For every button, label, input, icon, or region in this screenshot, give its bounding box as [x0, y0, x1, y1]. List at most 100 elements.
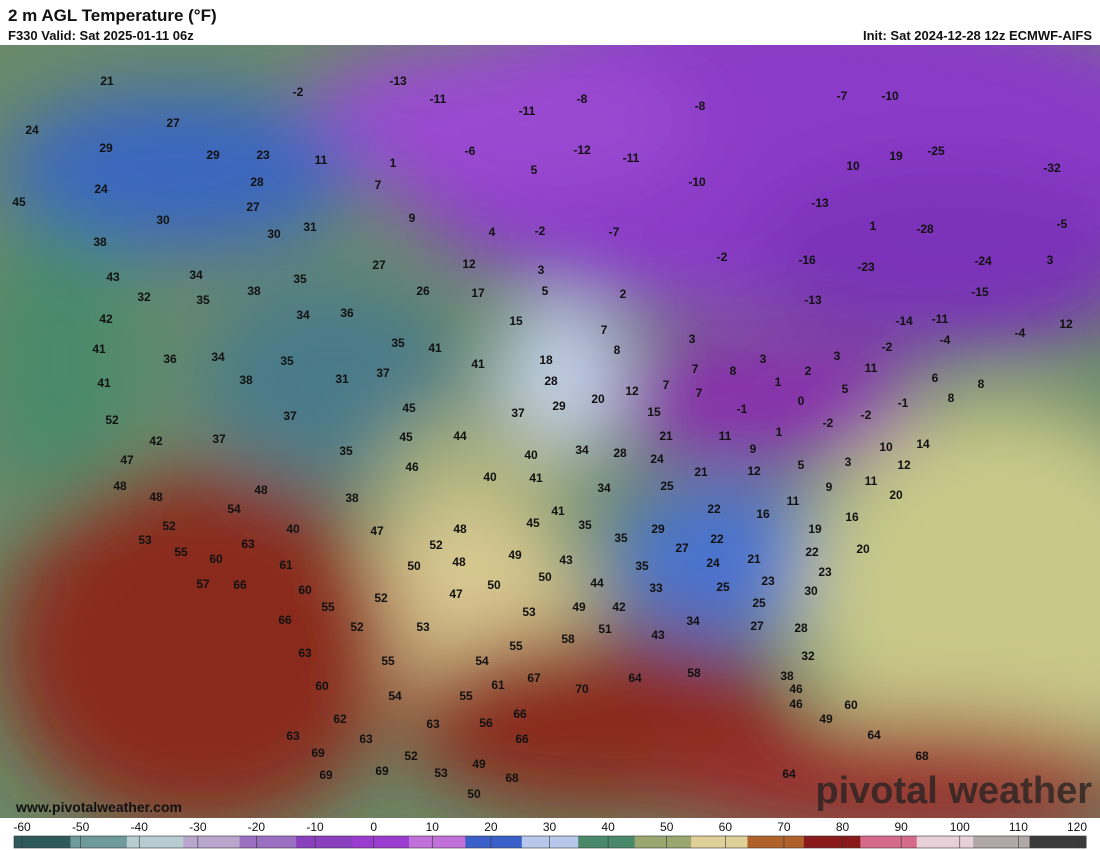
colorbar-tick-label: 10	[426, 820, 440, 834]
temperature-label: 66	[513, 707, 527, 721]
temperature-label: 52	[429, 538, 443, 552]
temperature-label: 1	[870, 219, 877, 233]
temperature-label: 69	[311, 746, 325, 760]
temperature-label: 41	[471, 357, 485, 371]
colorbar-segment	[916, 836, 974, 848]
temperature-label: 35	[578, 518, 592, 532]
temperature-label: 30	[156, 213, 170, 227]
temperature-label: 36	[163, 352, 177, 366]
temperature-label: 16	[845, 510, 859, 524]
temperature-label: 55	[509, 639, 523, 653]
temperature-label: 57	[196, 577, 210, 591]
temperature-label: 35	[280, 354, 294, 368]
temperature-label: 63	[286, 729, 300, 743]
temperature-label: 49	[508, 548, 522, 562]
temperature-label: 24	[650, 452, 664, 466]
colorbar-tick-label: 0	[370, 820, 377, 834]
colorbar-tick-label: 90	[894, 820, 908, 834]
colorbar-segment	[352, 836, 410, 848]
temperature-label: 50	[487, 578, 501, 592]
temperature-label: 66	[233, 578, 247, 592]
temperature-label: 52	[162, 519, 176, 533]
temperature-label: 46	[405, 460, 419, 474]
temperature-label: 63	[426, 717, 440, 731]
temperature-label: 50	[407, 559, 421, 573]
temperature-label: -2	[882, 340, 893, 354]
temperature-label: 49	[819, 712, 833, 726]
temperature-label: 19	[808, 522, 822, 536]
colorbar-segment	[973, 836, 1031, 848]
temperature-label: 25	[752, 596, 766, 610]
temperature-label: 45	[402, 401, 416, 415]
temperature-label: -25	[927, 144, 945, 158]
temperature-label: 38	[780, 669, 794, 683]
temperature-label: 12	[1059, 317, 1073, 331]
temperature-label: 64	[782, 767, 796, 781]
temperature-label: 9	[409, 211, 416, 225]
temperature-label: 3	[538, 263, 545, 277]
temperature-label: 38	[345, 491, 359, 505]
temperature-label: 28	[544, 374, 558, 388]
temperature-label: 40	[524, 448, 538, 462]
colorbar-tick-label: -30	[189, 820, 207, 834]
temperature-label: 7	[375, 178, 382, 192]
temperature-label: 12	[625, 384, 639, 398]
colorbar-segment	[408, 836, 466, 848]
temperature-label: 3	[834, 349, 841, 363]
temperature-label: 55	[321, 600, 335, 614]
colorbar-tick-label: 60	[719, 820, 733, 834]
temperature-label: 63	[359, 732, 373, 746]
temperature-label: 43	[651, 628, 665, 642]
temperature-label: 49	[472, 757, 486, 771]
temperature-label: 34	[686, 614, 700, 628]
temperature-label: 55	[174, 545, 188, 559]
temperature-label: 29	[206, 148, 220, 162]
temperature-label: 27	[372, 258, 386, 272]
colorbar-tick-label: 20	[484, 820, 498, 834]
colorbar-tick-label: 70	[777, 820, 791, 834]
colorbar-segment	[14, 836, 71, 848]
colorbar-tick-label: -60	[13, 820, 31, 834]
temperature-label: 52	[350, 620, 364, 634]
colorbar-tick-label: 100	[950, 820, 970, 834]
temperature-label: 24	[94, 182, 108, 196]
temperature-label: -7	[609, 225, 620, 239]
temperature-label: 11	[865, 361, 878, 375]
colorbar-segment	[126, 836, 184, 848]
temperature-label: 35	[391, 336, 405, 350]
temperature-label: 63	[241, 537, 255, 551]
temperature-label: -11	[623, 151, 640, 165]
colorbar-segment	[465, 836, 523, 848]
temperature-label: -13	[811, 196, 829, 210]
temperature-label: -12	[573, 143, 591, 157]
temperature-label: 26	[416, 284, 430, 298]
temperature-label: 52	[105, 413, 119, 427]
temperature-label: 38	[93, 235, 107, 249]
temperature-label: 8	[614, 343, 621, 357]
temperature-label: 62	[333, 712, 347, 726]
colorbar-segment	[803, 836, 861, 848]
temperature-label: 64	[867, 728, 881, 742]
temperature-label: 42	[612, 600, 626, 614]
temperature-label: 52	[404, 749, 418, 763]
temperature-label: 11	[787, 494, 800, 508]
temperature-label: 17	[471, 286, 485, 300]
temperature-label: 29	[552, 399, 566, 413]
colorbar-tick-label: 80	[836, 820, 850, 834]
temperature-label: 1	[775, 375, 782, 389]
temperature-label: 12	[462, 257, 476, 271]
temperature-label: -32	[1043, 161, 1061, 175]
temperature-label: 9	[826, 480, 833, 494]
temperature-label: -24	[974, 254, 992, 268]
temperature-label: 12	[897, 458, 911, 472]
temperature-label: -28	[916, 222, 934, 236]
temperature-label: 61	[491, 678, 505, 692]
temperature-label: 69	[319, 768, 333, 782]
temperature-label: 5	[531, 163, 538, 177]
temperature-label: 60	[844, 698, 858, 712]
temperature-label: 8	[948, 391, 955, 405]
temperature-label: 30	[267, 227, 281, 241]
temperature-label: 28	[613, 446, 627, 460]
temperature-label: 1	[390, 156, 397, 170]
temperature-label: 58	[561, 632, 575, 646]
